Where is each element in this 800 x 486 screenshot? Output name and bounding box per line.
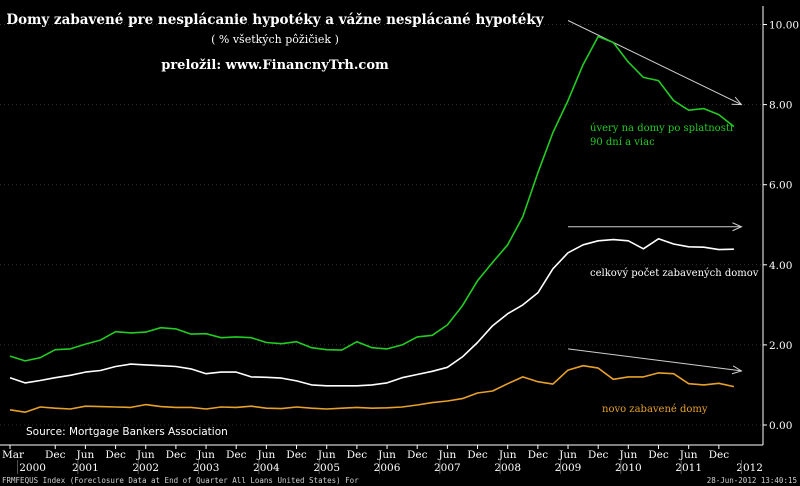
x-year-label: 2001 — [72, 462, 99, 474]
x-month-label: Dec — [588, 449, 609, 461]
chart-title: Domy zabavené pre nesplácanie hypotéky a… — [6, 12, 544, 28]
translator-credit: preložil: www.FinancnyTrh.com — [161, 58, 389, 73]
x-month-label: Jun — [317, 449, 336, 461]
x-year-label: 2007 — [434, 462, 461, 474]
x-month-label: Jun — [377, 449, 396, 461]
y-tick-label: 8.00 — [769, 100, 792, 112]
x-month-label: Jun — [196, 449, 215, 461]
x-month-label: Dec — [166, 449, 187, 461]
x-month-label: Dec — [407, 449, 428, 461]
x-month-label: Jun — [498, 449, 517, 461]
x-month-label: Dec — [709, 449, 730, 461]
x-month-label: Mar — [2, 449, 25, 461]
x-month-label: Dec — [528, 449, 549, 461]
x-year-label: 2000 — [19, 462, 46, 474]
trend-arrow-head — [732, 222, 743, 232]
series-label: úvery na domy po splatnosti — [590, 123, 733, 134]
y-tick-label: 10.00 — [769, 20, 799, 32]
x-year-label: 2006 — [374, 462, 401, 474]
x-month-label: Dec — [286, 449, 307, 461]
plot-frame — [0, 6, 764, 446]
x-year-label: 2009 — [555, 462, 582, 474]
y-tick-label: 6.00 — [769, 180, 792, 192]
x-month-label: Dec — [226, 449, 247, 461]
x-year-label: 2005 — [313, 462, 340, 474]
series-layer — [9, 35, 735, 414]
x-year-label: 2010 — [615, 462, 642, 474]
x-year-label: 2003 — [193, 462, 220, 474]
x-year-label: 2002 — [132, 462, 159, 474]
y-tick-labels: 0.00 2.00 4.00 6.00 8.00 10.00 — [763, 20, 799, 432]
source-note: Source: Mortgage Bankers Association — [26, 426, 228, 438]
footer-left: FRMFEQUS Index (Foreclosure Data at End … — [2, 476, 359, 485]
series-line-2 — [9, 238, 734, 387]
y-tick-label: 4.00 — [769, 260, 792, 272]
trend-arrow-head — [731, 96, 743, 106]
series-line-1 — [9, 35, 735, 362]
footer-right: 28-Jun-2012 13:40:15 — [707, 476, 797, 485]
x-year-label: 2012 — [736, 462, 763, 474]
x-month-label: Jun — [76, 449, 95, 461]
x-month-label: Dec — [347, 449, 368, 461]
trend-arrow-line — [567, 20, 742, 106]
x-year-label: 2008 — [494, 462, 521, 474]
trend-arrow-head — [731, 365, 743, 375]
chart-subtitle: ( % všetkých pôžičiek ) — [211, 33, 339, 46]
series-label: novo zabavené domy — [602, 404, 708, 415]
series-labels: úvery na domy po splatnosti 90 dní a viac… — [590, 123, 759, 415]
series-label: celkový počet zabavených domov — [590, 268, 759, 279]
x-month-label: Jun — [679, 449, 698, 461]
trend-arrow-line — [567, 348, 742, 372]
x-month-label: Dec — [45, 449, 66, 461]
x-month-label: Dec — [648, 449, 669, 461]
y-tick-label: 0.00 — [769, 420, 792, 432]
x-year-label: 2004 — [253, 462, 280, 474]
y-tick-label: 2.00 — [769, 340, 792, 352]
x-month-label: Jun — [438, 449, 457, 461]
x-month-label: Jun — [257, 449, 276, 461]
x-month-label: Dec — [467, 449, 488, 461]
series-label: 90 dní a viac — [590, 137, 655, 148]
x-tick-labels: Mar Dec Jun Dec Jun Dec Jun Dec Jun Dec Jun Dec Jun D… — [2, 445, 763, 474]
grid-layer — [0, 24, 763, 426]
x-month-label: Jun — [618, 449, 637, 461]
x-month-label: Dec — [105, 449, 126, 461]
series-line-3 — [9, 364, 735, 414]
x-month-label: Jun — [558, 449, 577, 461]
x-month-label: Jun — [136, 449, 155, 461]
trend-arrow-layer — [567, 20, 743, 375]
x-year-label: 2011 — [675, 462, 702, 474]
